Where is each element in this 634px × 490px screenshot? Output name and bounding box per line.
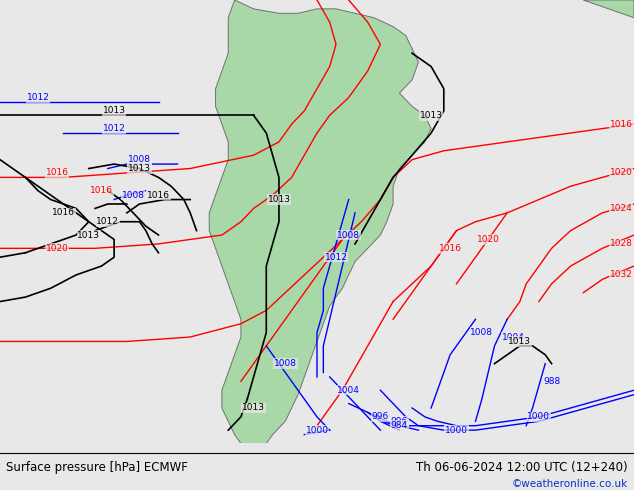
Text: 996: 996 xyxy=(372,413,389,421)
Polygon shape xyxy=(209,0,431,443)
Text: 1008: 1008 xyxy=(470,328,493,337)
Text: 1004: 1004 xyxy=(502,333,525,342)
Text: 1016: 1016 xyxy=(147,191,170,199)
Text: 1008: 1008 xyxy=(274,359,297,368)
Text: 1004: 1004 xyxy=(337,386,360,395)
Text: 1032: 1032 xyxy=(610,270,633,279)
Text: 1013: 1013 xyxy=(77,230,100,240)
Text: 996: 996 xyxy=(391,417,408,426)
Text: 1013: 1013 xyxy=(508,337,531,346)
Text: 988: 988 xyxy=(543,377,560,386)
Text: 1016: 1016 xyxy=(90,186,113,195)
Text: 1016: 1016 xyxy=(610,120,633,129)
Text: 1016: 1016 xyxy=(46,169,68,177)
Text: 1008: 1008 xyxy=(122,191,145,199)
Text: 1013: 1013 xyxy=(242,403,265,413)
Text: 1000: 1000 xyxy=(445,426,468,435)
Text: 1024: 1024 xyxy=(610,204,633,213)
Text: 1013: 1013 xyxy=(268,195,290,204)
Text: Surface pressure [hPa] ECMWF: Surface pressure [hPa] ECMWF xyxy=(6,462,188,474)
Text: 1012: 1012 xyxy=(325,253,347,262)
Text: 1020: 1020 xyxy=(477,235,500,244)
Text: Th 06-06-2024 12:00 UTC (12+240): Th 06-06-2024 12:00 UTC (12+240) xyxy=(416,462,628,474)
Text: ©weatheronline.co.uk: ©weatheronline.co.uk xyxy=(512,479,628,489)
Text: 1028: 1028 xyxy=(610,240,633,248)
Text: 984: 984 xyxy=(391,421,408,430)
Text: 1016: 1016 xyxy=(52,208,75,218)
Text: 1012: 1012 xyxy=(27,93,49,102)
Text: 1020: 1020 xyxy=(46,244,68,253)
Text: 1012: 1012 xyxy=(103,124,126,133)
Text: 1008: 1008 xyxy=(337,230,360,240)
Text: 1020: 1020 xyxy=(610,169,633,177)
Text: 1000: 1000 xyxy=(306,426,328,435)
Text: 1013: 1013 xyxy=(420,111,443,120)
Text: 1000: 1000 xyxy=(527,413,550,421)
Text: 1013: 1013 xyxy=(103,106,126,115)
Text: 1016: 1016 xyxy=(439,244,462,253)
Text: 1012: 1012 xyxy=(96,217,119,226)
Polygon shape xyxy=(583,0,634,18)
Text: 1008: 1008 xyxy=(128,155,151,164)
Text: 1013: 1013 xyxy=(128,164,151,173)
